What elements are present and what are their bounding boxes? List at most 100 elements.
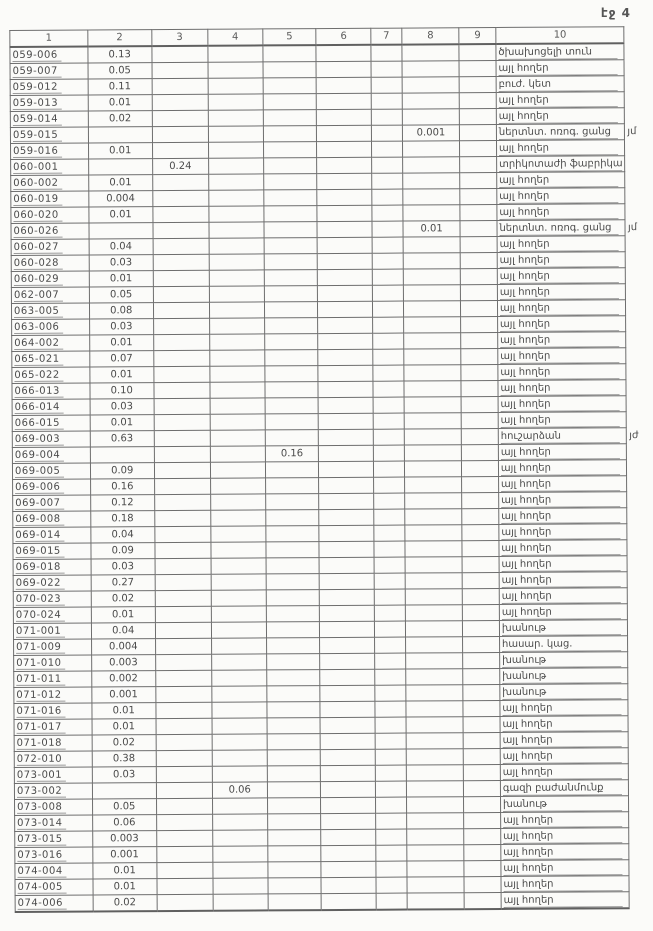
value-cell xyxy=(463,780,501,797)
parcel-code: 071-016 xyxy=(13,702,92,720)
margin-annotation: յժ xyxy=(629,430,639,442)
value-cell xyxy=(267,893,322,911)
value-cell xyxy=(153,318,210,335)
value-cell xyxy=(318,445,374,462)
value-cell xyxy=(319,509,375,526)
value-cell xyxy=(463,764,501,781)
parcel-code: 062-007 xyxy=(11,286,90,304)
parcel-code: 071-011 xyxy=(13,670,92,688)
value-cell xyxy=(461,444,499,461)
value-cell: 0.03 xyxy=(89,318,154,335)
value-cell xyxy=(319,541,375,558)
value-cell xyxy=(403,284,461,302)
value-cell: 0.01 xyxy=(87,94,152,111)
value-cell: 0.63 xyxy=(90,430,154,447)
land-use-label: այլ հողեր xyxy=(498,523,628,541)
value-cell: 0.38 xyxy=(91,750,156,767)
value-cell: 0.01 xyxy=(89,366,154,383)
value-cell xyxy=(210,477,266,495)
value-cell xyxy=(210,573,267,591)
land-use-label: խանութ xyxy=(499,683,629,701)
value-cell xyxy=(267,797,321,814)
value-cell xyxy=(92,782,157,799)
value-cell xyxy=(154,494,211,511)
value-cell xyxy=(406,876,465,894)
value-cell xyxy=(374,605,406,622)
parcel-code: 069-004 xyxy=(12,446,91,464)
margin-annotation xyxy=(627,444,653,460)
value-cell xyxy=(372,317,404,334)
margin-annotation xyxy=(627,412,653,428)
land-use-label: այլ հողեր xyxy=(498,459,628,477)
value-cell xyxy=(402,236,461,254)
margin-annotation xyxy=(629,812,653,828)
value-cell xyxy=(402,204,461,222)
value-cell xyxy=(316,109,372,126)
value-cell xyxy=(156,878,213,895)
value-cell xyxy=(317,221,373,238)
value-cell xyxy=(404,588,463,606)
value-cell xyxy=(154,558,211,575)
parcel-code: 059-015 xyxy=(10,126,89,144)
land-use-label: այլ հողեր xyxy=(500,763,629,781)
value-cell xyxy=(459,92,497,109)
col-header-2: 2 xyxy=(87,29,152,47)
value-cell xyxy=(401,44,460,62)
value-cell xyxy=(264,381,319,398)
value-cell xyxy=(462,508,499,525)
col-header-7: 7 xyxy=(371,28,402,45)
value-cell xyxy=(208,157,264,175)
value-cell xyxy=(265,525,320,542)
margin-annotation xyxy=(626,380,652,396)
margin-annotation xyxy=(630,892,653,909)
value-cell: 0.03 xyxy=(92,766,157,783)
value-cell xyxy=(207,109,264,127)
value-cell xyxy=(404,476,463,494)
value-cell: 0.04 xyxy=(88,238,153,255)
value-cell xyxy=(319,637,375,654)
value-cell xyxy=(404,508,463,526)
value-cell xyxy=(210,493,266,511)
land-use-label: այլ հողեր xyxy=(499,587,628,605)
margin-annotation xyxy=(625,140,651,156)
value-cell xyxy=(154,574,211,591)
value-cell xyxy=(320,781,376,798)
value-cell xyxy=(405,636,463,654)
value-cell xyxy=(319,621,375,638)
value-cell xyxy=(265,573,320,590)
value-cell xyxy=(375,797,407,814)
value-cell xyxy=(212,797,268,815)
land-use-label: ներտնտ. ոռոգ. ցանց xyxy=(496,219,626,237)
value-cell xyxy=(403,380,462,398)
value-cell: 0.16 xyxy=(90,478,155,495)
value-cell xyxy=(401,60,460,78)
value-cell xyxy=(464,892,502,910)
parcel-code: 073-001 xyxy=(14,766,93,784)
value-cell: 0.004 xyxy=(88,190,153,207)
value-cell xyxy=(405,748,464,766)
land-use-label: այլ հողեր xyxy=(495,59,625,77)
value-cell xyxy=(318,493,375,510)
value-cell xyxy=(267,781,321,798)
value-cell xyxy=(156,894,213,912)
value-cell xyxy=(405,716,464,734)
value-cell xyxy=(460,220,498,237)
land-use-label: այլ հողեր xyxy=(499,571,628,589)
value-cell xyxy=(461,460,499,477)
value-cell xyxy=(371,77,402,94)
parcel-code: 070-023 xyxy=(13,590,92,608)
value-cell xyxy=(404,524,463,542)
table-body: 059-006 0.13 ծխախոցելի տուն 059-007 0.05 այ… xyxy=(9,43,653,912)
value-cell xyxy=(152,222,209,239)
value-cell xyxy=(212,845,268,863)
col-header-1: 1 xyxy=(9,29,88,47)
value-cell xyxy=(320,749,376,766)
value-cell xyxy=(462,620,500,637)
parcel-code: 066-013 xyxy=(11,382,90,400)
value-cell xyxy=(316,141,372,158)
value-cell xyxy=(375,717,406,734)
value-cell xyxy=(462,540,499,557)
margin-annotation xyxy=(628,700,653,716)
value-cell xyxy=(209,317,265,335)
value-cell xyxy=(210,541,266,559)
